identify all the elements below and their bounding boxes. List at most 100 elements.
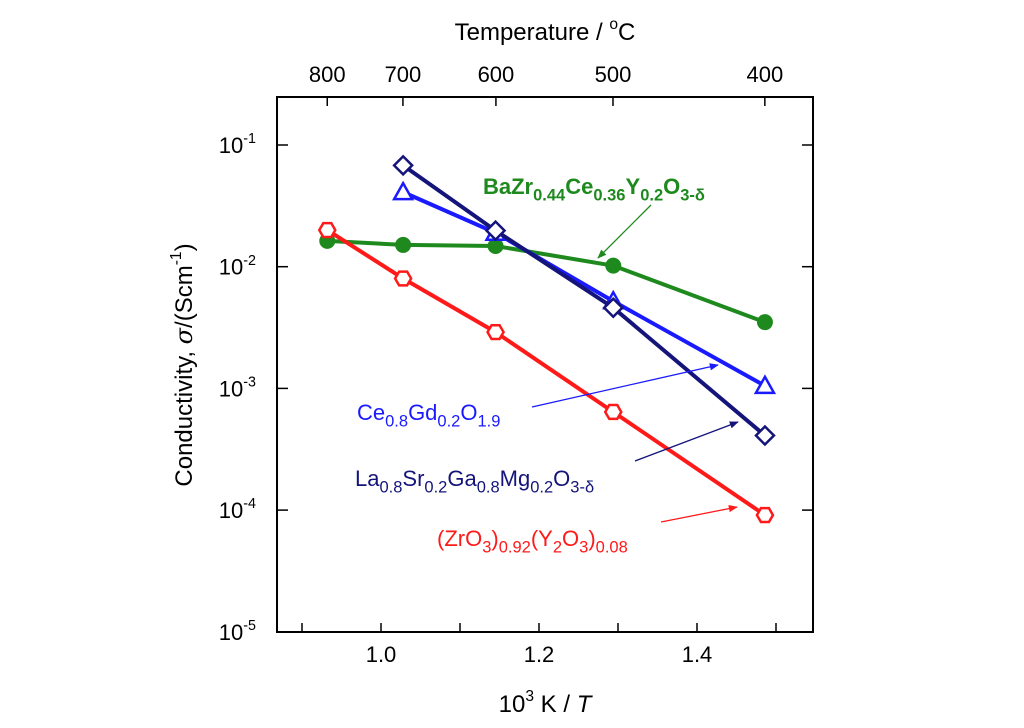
annotation-arrow [634,421,739,462]
label-segment: C [618,19,635,46]
label-segment: Mg [500,466,531,491]
label-segment: 10 [499,691,526,718]
label-segment: ) [171,243,198,251]
label-segment: 3-δ [570,479,594,497]
series-line [326,228,767,517]
label-segment: 0.8 [379,479,402,497]
label-segment: 2 [553,539,562,557]
label-segment: O [460,400,477,425]
y-tick-label: 10-4 [219,496,256,523]
data-point-diamond [484,219,507,242]
y-tick-label: 10-3 [219,375,256,402]
label-segment: 0.08 [596,539,628,557]
data-point-hexagon [603,403,623,421]
label-segment: 0.2 [424,479,447,497]
label-segment: O [663,174,680,199]
data-point-circle [395,236,412,253]
label-segment: (ZrO [437,526,482,551]
top-tick-label: 800 [309,62,346,87]
label-segment: 10 [219,376,243,401]
top-axis-label: Temperature / oC [455,16,636,46]
top-tick-label: 600 [478,62,515,87]
top-tick-label: 700 [385,62,422,87]
label-segment: Temperature / [455,19,610,46]
series-hexagon [317,221,775,524]
label-segment: /(Scm [171,265,198,328]
label-segment: -2 [243,253,256,269]
data-point-hexagon [755,506,775,524]
y-tick-label: 10-2 [219,253,256,280]
series-circle [319,232,773,331]
label-segment: 0.2 [530,479,553,497]
annotation-arrow [531,363,719,408]
label-segment: 0.92 [499,539,531,557]
label-segment: -1 [243,131,256,147]
series-line [327,238,766,325]
label-segment: BaZr [483,174,534,199]
data-point-hexagon [393,270,413,287]
label-segment: 3 [482,539,491,557]
label-segment: Ga [447,466,477,491]
label-segment: Gd [408,400,437,425]
plot-frame [276,96,814,633]
top-tick-label: 500 [595,62,632,87]
annotation-arrow [660,505,738,523]
label-segment: T [577,691,594,718]
x-tick-label: 1.0 [366,642,397,667]
series-diamond [392,154,776,447]
label-segment: -3 [243,375,256,391]
label-segment: O [562,526,579,551]
y-tick-label: 10-5 [219,618,256,645]
label-segment: 10 [219,498,243,523]
label-segment: 0.8 [477,479,500,497]
series-label: BaZr0.44Ce0.36Y0.2O3-δ [483,174,705,205]
data-point-diamond [392,154,414,177]
label-segment: 3 [579,539,588,557]
label-segment: 0.8 [385,413,408,431]
label-segment: 3 [525,688,534,705]
label-segment: -5 [243,618,256,634]
x-axis-label: 103 K / T [499,688,594,718]
label-segment: 10 [219,620,243,645]
label-segment: Sr [402,466,424,491]
data-point-diamond [754,424,776,447]
label-segment: -1 [168,251,185,265]
y-tick-label: 10-1 [219,131,256,158]
label-segment: La [355,466,380,491]
x-tick-label: 1.2 [524,642,555,667]
label-segment: σ [170,327,198,344]
x-tick-label: 1.4 [682,642,713,667]
series-label: (ZrO3)0.92(Y2O3)0.08 [437,526,628,557]
label-segment: o [609,16,618,33]
label-segment: 10 [219,133,243,158]
label-segment: 0.36 [593,187,625,205]
label-segment: Ce [357,400,385,425]
label-segment: 0.44 [533,187,566,205]
data-point-circle [605,257,622,274]
label-segment: 1.9 [477,413,500,431]
label-segment: O [553,466,570,491]
label-segment: K / [534,691,577,718]
label-segment: 0.2 [640,187,663,205]
label-segment: ) [588,526,595,551]
label-segment: Conductivity, [171,344,198,486]
annotation-arrow [597,204,652,259]
data-point-triangle [753,374,777,395]
series-label: La0.8Sr0.2Ga0.8Mg0.2O3-δ [355,466,594,497]
data-point-triangle [391,180,415,201]
series-label: Ce0.8Gd0.2O1.9 [357,400,500,431]
label-segment: (Y [531,526,553,551]
label-segment: ) [491,526,498,551]
label-segment: -4 [243,496,256,512]
data-point-diamond [602,296,625,319]
label-segment: 0.2 [437,413,460,431]
y-axis-label: Conductivity, σ/(Scm-1) [168,243,198,486]
data-point-circle [487,237,504,254]
label-segment: Y [626,174,641,199]
data-point-circle [756,314,773,331]
label-segment: Ce [565,174,593,199]
label-segment: 10 [219,255,243,280]
top-tick-label: 400 [746,62,783,87]
label-segment: 3-δ [680,187,705,205]
